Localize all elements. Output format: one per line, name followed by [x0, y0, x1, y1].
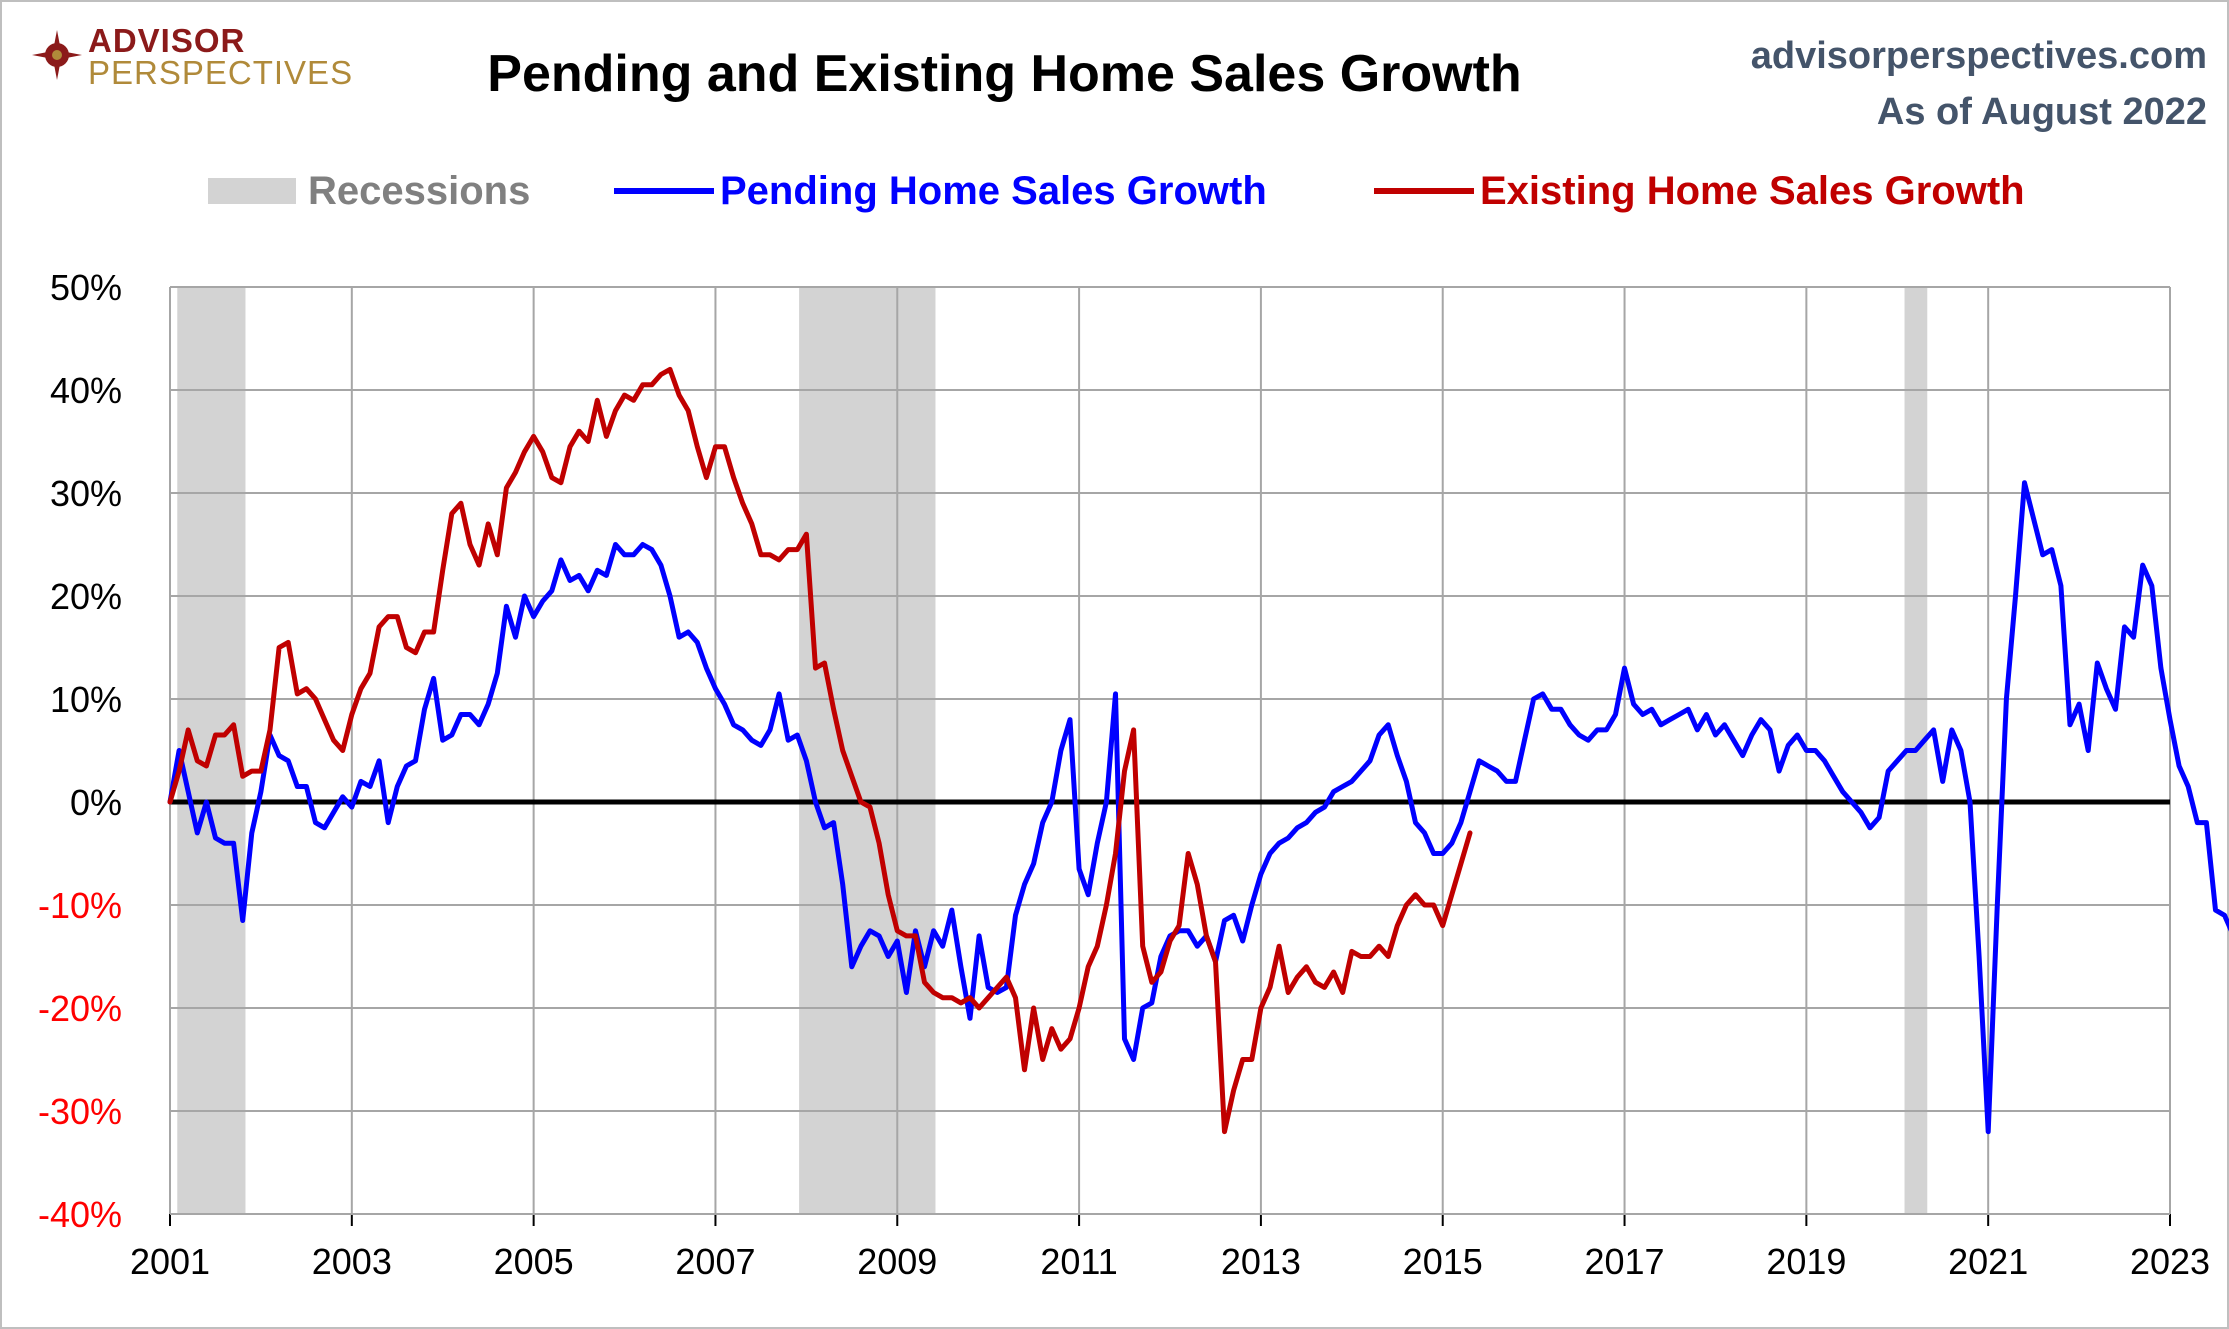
y-tick-label: 10% — [50, 679, 122, 720]
existing-swatch — [1374, 188, 1474, 194]
x-tick-label: 2009 — [857, 1241, 937, 1282]
x-tick-label: 2023 — [2130, 1241, 2210, 1282]
x-tick-label: 2013 — [1221, 1241, 1301, 1282]
y-tick-label: 30% — [50, 473, 122, 514]
legend-pending-label: Pending Home Sales Growth — [720, 168, 1267, 213]
y-tick-label: 20% — [50, 576, 122, 617]
y-tick-label: 40% — [50, 370, 122, 411]
x-tick-label: 2001 — [130, 1241, 210, 1282]
source-block: advisorperspectives.com As of August 202… — [1751, 28, 2207, 140]
legend-existing-label: Existing Home Sales Growth — [1480, 168, 2025, 213]
legend-recessions: Recessions — [208, 166, 530, 216]
x-tick-label: 2003 — [312, 1241, 392, 1282]
y-tick-label: -20% — [38, 988, 122, 1029]
x-tick-label: 2021 — [1948, 1241, 2028, 1282]
logo-text-top: ADVISOR — [88, 22, 246, 59]
y-tick-label: -30% — [38, 1091, 122, 1132]
x-tick-label: 2015 — [1403, 1241, 1483, 1282]
pending-swatch — [614, 188, 714, 194]
legend-recessions-label: Recessions — [308, 168, 531, 213]
x-tick-label: 2005 — [494, 1241, 574, 1282]
series-line-pending — [167, 480, 2229, 1135]
compass-icon — [32, 30, 82, 80]
x-tick-label: 2019 — [1766, 1241, 1846, 1282]
y-tick-label: -40% — [38, 1194, 122, 1235]
y-tick-label: -10% — [38, 885, 122, 926]
x-tick-label: 2007 — [675, 1241, 755, 1282]
logo-text-bottom: PERSPECTIVES — [88, 54, 354, 91]
legend-existing: Existing Home Sales Growth — [1374, 166, 2025, 216]
source-site: advisorperspectives.com — [1750, 35, 2207, 77]
series-line-existing — [167, 366, 1473, 1135]
x-tick-label: 2017 — [1584, 1241, 1664, 1282]
legend-pending: Pending Home Sales Growth — [614, 166, 1267, 216]
y-tick-label: 50% — [50, 267, 122, 308]
advisor-perspectives-logo: ADVISOR PERSPECTIVES — [30, 22, 354, 92]
recession-band-1 — [799, 287, 936, 1214]
recession-swatch — [208, 178, 296, 204]
chart-title: Pending and Existing Home Sales Growth — [0, 44, 2229, 104]
chart-title-text: Pending and Existing Home Sales Growth — [487, 45, 1522, 103]
y-tick-label: 0% — [70, 782, 122, 823]
x-tick-label: 2011 — [1040, 1241, 1117, 1282]
as-of-date: As of August 2022 — [1876, 91, 2207, 133]
